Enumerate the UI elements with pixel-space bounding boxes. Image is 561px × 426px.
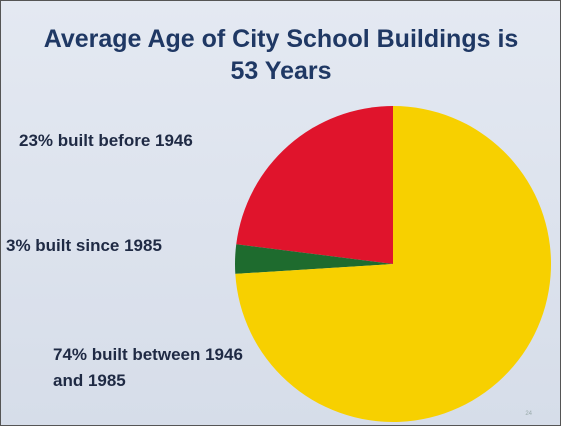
- data-label: 74% built between 1946 and 1985: [53, 345, 243, 390]
- data-label: 23% built before 1946: [19, 131, 193, 150]
- pie-slice: [235, 106, 552, 423]
- page-number: 24: [525, 411, 532, 417]
- pie-slice: [236, 106, 393, 264]
- data-label: 3% built since 1985: [6, 236, 162, 255]
- chart-title: Average Age of City School Buildings is …: [43, 25, 519, 85]
- pie-slice: [235, 244, 393, 274]
